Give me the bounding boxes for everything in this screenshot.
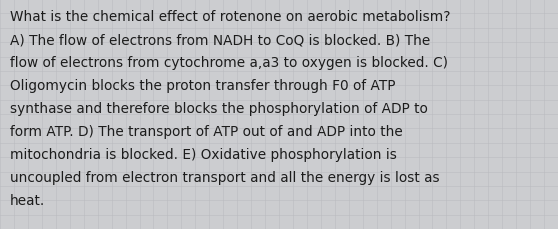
Text: heat.: heat. xyxy=(10,194,45,207)
Text: uncoupled from electron transport and all the energy is lost as: uncoupled from electron transport and al… xyxy=(10,171,440,185)
Text: mitochondria is blocked. E) Oxidative phosphorylation is: mitochondria is blocked. E) Oxidative ph… xyxy=(10,148,397,162)
Text: What is the chemical effect of rotenone on aerobic metabolism?: What is the chemical effect of rotenone … xyxy=(10,10,450,24)
Text: flow of electrons from cytochrome a,a3 to oxygen is blocked. C): flow of electrons from cytochrome a,a3 t… xyxy=(10,56,448,70)
Text: synthase and therefore blocks the phosphorylation of ADP to: synthase and therefore blocks the phosph… xyxy=(10,102,428,116)
Text: form ATP. D) The transport of ATP out of and ADP into the: form ATP. D) The transport of ATP out of… xyxy=(10,125,403,139)
Text: Oligomycin blocks the proton transfer through F0 of ATP: Oligomycin blocks the proton transfer th… xyxy=(10,79,396,93)
Text: A) The flow of electrons from NADH to CoQ is blocked. B) The: A) The flow of electrons from NADH to Co… xyxy=(10,33,430,47)
